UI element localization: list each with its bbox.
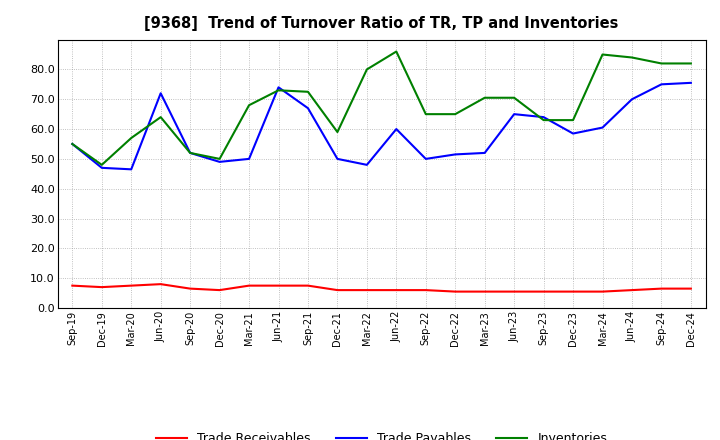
Inventories (539, 117, 548, 123)
Inventories (127, 136, 135, 141)
Inventories (421, 111, 430, 117)
Inventories (598, 52, 607, 57)
Trade Payables (628, 97, 636, 102)
Title: [9368]  Trend of Turnover Ratio of TR, TP and Inventories: [9368] Trend of Turnover Ratio of TR, TP… (145, 16, 618, 32)
Legend: Trade Receivables, Trade Payables, Inventories: Trade Receivables, Trade Payables, Inven… (151, 427, 612, 440)
Trade Payables (421, 156, 430, 161)
Trade Payables (657, 82, 666, 87)
Inventories (68, 141, 76, 147)
Trade Payables (392, 126, 400, 132)
Trade Receivables (304, 283, 312, 288)
Inventories (333, 129, 342, 135)
Inventories (392, 49, 400, 54)
Inventories (245, 103, 253, 108)
Trade Payables (598, 125, 607, 130)
Inventories (363, 67, 372, 72)
Inventories (687, 61, 696, 66)
Trade Receivables (598, 289, 607, 294)
Trade Receivables (245, 283, 253, 288)
Trade Payables (304, 106, 312, 111)
Inventories (569, 117, 577, 123)
Trade Receivables (421, 287, 430, 293)
Trade Receivables (539, 289, 548, 294)
Trade Receivables (186, 286, 194, 291)
Trade Receivables (127, 283, 135, 288)
Trade Receivables (510, 289, 518, 294)
Trade Payables (245, 156, 253, 161)
Inventories (628, 55, 636, 60)
Trade Receivables (68, 283, 76, 288)
Inventories (304, 89, 312, 95)
Inventories (657, 61, 666, 66)
Inventories (215, 156, 224, 161)
Trade Receivables (569, 289, 577, 294)
Inventories (156, 114, 165, 120)
Trade Receivables (97, 285, 106, 290)
Trade Receivables (333, 287, 342, 293)
Trade Payables (451, 152, 459, 157)
Inventories (480, 95, 489, 100)
Trade Payables (215, 159, 224, 165)
Trade Receivables (687, 286, 696, 291)
Trade Receivables (363, 287, 372, 293)
Trade Receivables (274, 283, 283, 288)
Trade Payables (363, 162, 372, 168)
Trade Payables (186, 150, 194, 156)
Inventories (186, 150, 194, 156)
Line: Trade Receivables: Trade Receivables (72, 284, 691, 292)
Trade Payables (274, 84, 283, 90)
Trade Payables (687, 80, 696, 85)
Trade Receivables (451, 289, 459, 294)
Line: Inventories: Inventories (72, 51, 691, 165)
Trade Payables (480, 150, 489, 156)
Inventories (451, 111, 459, 117)
Trade Payables (333, 156, 342, 161)
Trade Payables (97, 165, 106, 170)
Trade Payables (569, 131, 577, 136)
Trade Receivables (657, 286, 666, 291)
Trade Payables (510, 111, 518, 117)
Inventories (97, 162, 106, 168)
Inventories (510, 95, 518, 100)
Trade Receivables (392, 287, 400, 293)
Trade Payables (539, 114, 548, 120)
Trade Receivables (628, 287, 636, 293)
Trade Payables (156, 91, 165, 96)
Trade Payables (68, 141, 76, 147)
Trade Receivables (156, 282, 165, 287)
Line: Trade Payables: Trade Payables (72, 83, 691, 169)
Trade Payables (127, 167, 135, 172)
Inventories (274, 88, 283, 93)
Trade Receivables (480, 289, 489, 294)
Trade Receivables (215, 287, 224, 293)
